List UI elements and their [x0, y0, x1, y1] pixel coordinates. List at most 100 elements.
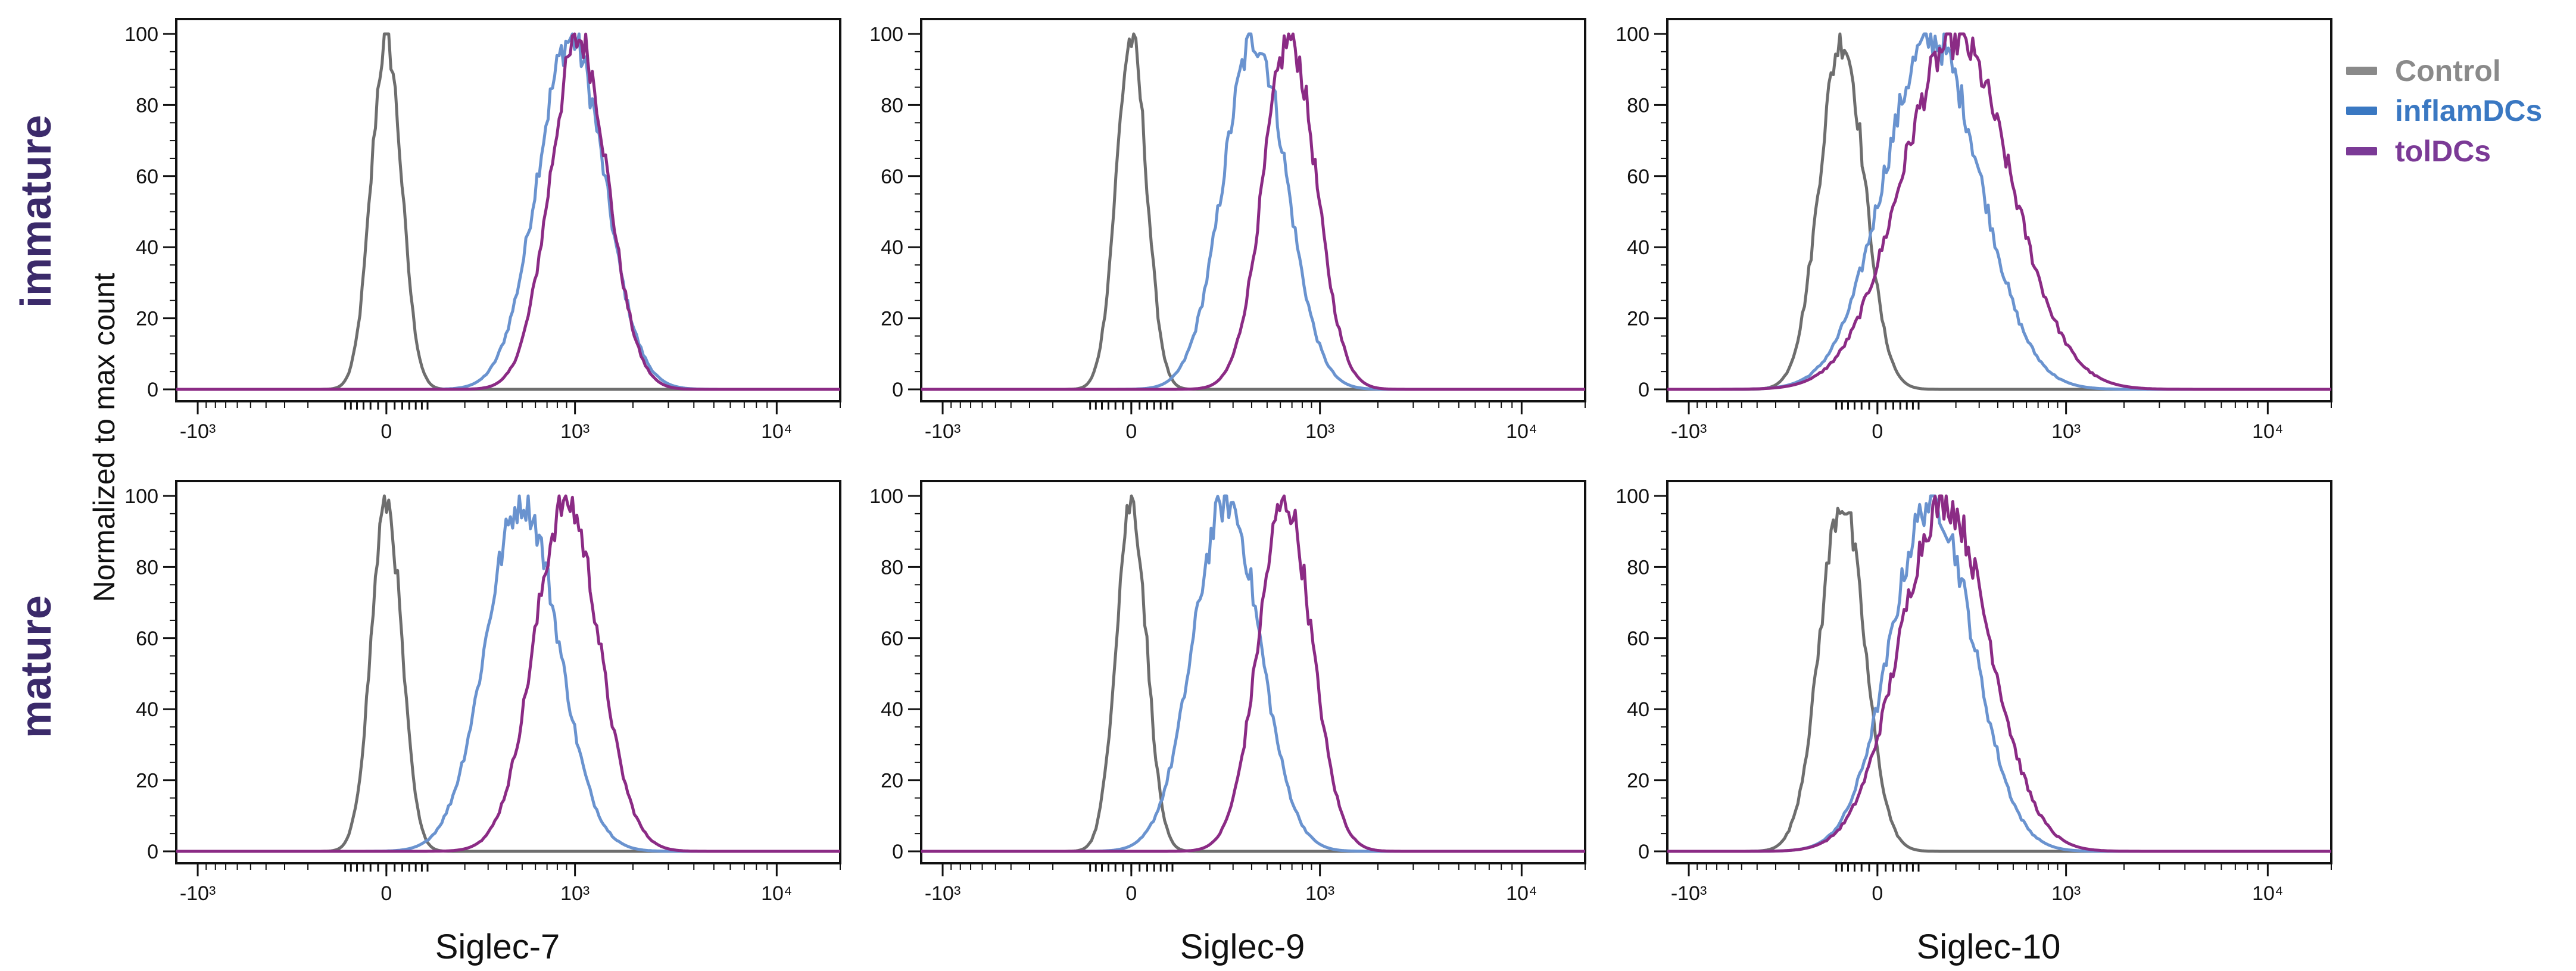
histogram-control	[176, 494, 840, 853]
histogram-toldcs	[176, 494, 840, 853]
y-tick-label: 80	[1627, 94, 1649, 117]
y-tick-label: 0	[892, 379, 903, 401]
y-tick-label: 100	[869, 485, 903, 508]
x-tick-label: 10⁴	[2252, 420, 2283, 443]
x-tick-label: -10³	[1671, 882, 1707, 905]
x-tick-label: 10³	[560, 420, 590, 443]
panel-immature-siglec-7: 0 20 40 60 80 100 -10³ 0 10³ 10⁴	[124, 18, 841, 443]
plot-frame	[920, 18, 1586, 402]
x-tick-label: 0	[1872, 882, 1883, 905]
histogram-control	[1667, 32, 2331, 391]
y-tick-label: 20	[1627, 770, 1649, 792]
x-tick-label: 10⁴	[1506, 882, 1537, 905]
y-tick-label: 0	[892, 841, 903, 863]
y-tick-label: 80	[136, 94, 158, 117]
y-tick-label: 100	[1616, 485, 1649, 508]
y-tick-label: 0	[147, 841, 158, 863]
histogram-inflamdcs	[921, 32, 1585, 391]
panel-immature-siglec-9: 0 20 40 60 80 100 -10³ 0 10³ 10⁴	[869, 18, 1586, 443]
histogram-toldcs	[176, 32, 840, 391]
y-tick-label: 100	[124, 23, 158, 46]
plot-frame	[175, 18, 841, 402]
panel-mature-siglec-9: 0 20 40 60 80 100 -10³ 0 10³ 10⁴ Siglec-9	[869, 480, 1586, 966]
y-tick-label: 0	[1638, 379, 1649, 401]
legend-item-inflamdcs: inflamDCs	[2346, 94, 2542, 127]
x-tick-label: 10³	[2051, 882, 2081, 905]
y-tick-label: 40	[881, 698, 903, 721]
legend-label-toldcs: tolDCs	[2395, 135, 2491, 168]
y-tick-label: 20	[136, 770, 158, 792]
legend-item-control: Control	[2346, 54, 2501, 88]
y-tick-label: 20	[881, 308, 903, 330]
y-tick-label: 40	[136, 698, 158, 721]
row-label-immature: immature	[13, 115, 60, 308]
y-tick-label: 40	[881, 236, 903, 259]
y-tick-label: 20	[136, 308, 158, 330]
panel-immature-siglec-10: 0 20 40 60 80 100 -10³ 0 10³ 10⁴	[1616, 18, 2332, 443]
plot-frame	[1666, 480, 2332, 864]
y-tick-label: 40	[136, 236, 158, 259]
x-tick-label: 0	[381, 420, 392, 443]
y-tick-label: 60	[881, 627, 903, 650]
y-tick-label: 0	[147, 379, 158, 401]
x-tick-label: -10³	[180, 882, 216, 905]
x-tick-label: 10³	[1305, 882, 1334, 905]
histogram-inflamdcs	[1667, 32, 2331, 391]
y-axis-label: Normalized to max count	[88, 273, 121, 602]
y-tick-label: 60	[136, 166, 158, 188]
histogram-toldcs	[921, 32, 1585, 391]
y-tick-label: 60	[1627, 166, 1649, 188]
x-tick-label: 0	[381, 882, 392, 905]
panel-mature-siglec-7: 0 20 40 60 80 100 -10³ 0 10³ 10⁴ Siglec-7	[124, 480, 841, 966]
y-tick-label: 80	[881, 94, 903, 117]
x-tick-label: 10⁴	[761, 420, 792, 443]
y-tick-label: 40	[1627, 698, 1649, 721]
legend-swatch-inflamdcs	[2346, 107, 2377, 115]
y-tick-label: 0	[1638, 841, 1649, 863]
x-tick-label: 10⁴	[761, 882, 792, 905]
x-tick-label: -10³	[1671, 420, 1707, 443]
legend-swatch-control	[2346, 67, 2377, 75]
y-tick-label: 60	[881, 166, 903, 188]
y-tick-label: 100	[124, 485, 158, 508]
legend-item-toldcs: tolDCs	[2346, 135, 2491, 168]
legend-label-inflamdcs: inflamDCs	[2395, 94, 2542, 127]
row-label-mature: mature	[13, 595, 60, 738]
x-tick-label: 0	[1125, 882, 1137, 905]
x-tick-label: -10³	[925, 882, 960, 905]
y-tick-label: 60	[1627, 627, 1649, 650]
y-tick-label: 100	[1616, 23, 1649, 46]
x-tick-label: 10³	[2051, 420, 2081, 443]
legend-label-control: Control	[2395, 54, 2501, 88]
y-tick-label: 100	[869, 23, 903, 46]
histogram-toldcs	[1667, 32, 2331, 391]
y-tick-label: 80	[881, 556, 903, 579]
x-tick-label: 10⁴	[2252, 882, 2283, 905]
histogram-toldcs	[921, 494, 1585, 853]
histogram-inflamdcs	[176, 32, 840, 391]
x-tick-label: 0	[1872, 420, 1883, 443]
y-tick-label: 80	[136, 556, 158, 579]
x-tick-label: 10³	[560, 882, 590, 905]
x-axis-label: Siglec-10	[1917, 928, 2061, 966]
histogram-control	[921, 32, 1585, 391]
y-tick-label: 20	[1627, 308, 1649, 330]
x-tick-label: 10⁴	[1506, 420, 1537, 443]
histogram-inflamdcs	[1667, 494, 2331, 853]
x-tick-label: -10³	[925, 420, 960, 443]
plot-frame	[1666, 18, 2332, 402]
y-tick-label: 20	[881, 770, 903, 792]
legend: Control inflamDCs tolDCs	[2346, 54, 2542, 168]
legend-swatch-toldcs	[2346, 147, 2377, 155]
y-tick-label: 80	[1627, 556, 1649, 579]
y-tick-label: 40	[1627, 236, 1649, 259]
x-tick-label: -10³	[180, 420, 216, 443]
panel-mature-siglec-10: 0 20 40 60 80 100 -10³ 0 10³ 10⁴ Siglec-10	[1616, 480, 2332, 966]
x-axis-label: Siglec-9	[1180, 928, 1305, 966]
y-tick-label: 60	[136, 627, 158, 650]
plot-frame	[920, 480, 1586, 864]
histogram-inflamdcs	[176, 494, 840, 853]
x-axis-label: Siglec-7	[435, 928, 560, 966]
